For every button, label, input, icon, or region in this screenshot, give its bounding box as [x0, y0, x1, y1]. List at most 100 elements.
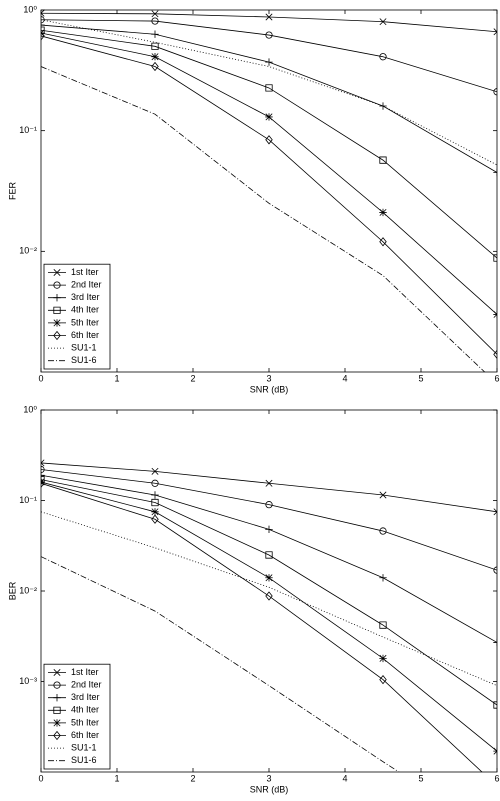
point-marker [265, 31, 273, 39]
point-marker [41, 465, 45, 474]
point-marker [493, 638, 497, 647]
point-marker [151, 514, 159, 524]
point-marker [379, 491, 387, 499]
series-line [41, 29, 497, 259]
legend-label: 4th Iter [71, 305, 99, 315]
legend-label: 6th Iter [71, 330, 99, 340]
point-marker [151, 61, 159, 72]
legend-marker [53, 669, 61, 676]
point-marker [41, 459, 45, 467]
plot-area [41, 459, 497, 772]
series-line [41, 482, 483, 772]
point-marker [493, 508, 497, 516]
legend-marker [53, 281, 61, 289]
x-tick-label: 0 [38, 773, 43, 783]
legend-label: 5th Iter [71, 317, 99, 327]
series-line [41, 12, 497, 33]
series-line [41, 479, 497, 706]
point-marker [265, 574, 273, 582]
point-marker [41, 10, 45, 17]
point-marker [41, 21, 45, 29]
series-line [41, 19, 497, 166]
legend-label: 4th Iter [71, 705, 99, 715]
y-tick-label: 10⁻¹ [19, 125, 37, 135]
point-marker [265, 479, 273, 487]
legend-label: 1st Iter [71, 667, 99, 677]
y-tick-label: 10⁻² [19, 585, 37, 595]
y-tick-label: 10⁰ [23, 404, 37, 414]
point-marker [379, 18, 387, 26]
point-marker [379, 237, 387, 247]
point-marker [265, 501, 273, 509]
series-line [41, 19, 497, 93]
series-line [41, 35, 497, 355]
point-marker [379, 156, 387, 164]
x-axis-label: SNR (dB) [250, 784, 289, 794]
point-marker [151, 53, 159, 61]
point-marker [493, 701, 497, 709]
point-marker [379, 208, 387, 217]
point-marker [493, 254, 497, 262]
legend-marker [53, 330, 61, 341]
point-marker [151, 498, 159, 507]
point-marker [379, 621, 387, 629]
y-tick-label: 10⁰ [23, 4, 37, 14]
point-marker [151, 42, 159, 50]
point-marker [151, 17, 159, 25]
point-marker [151, 467, 159, 475]
legend-marker [53, 681, 61, 689]
point-marker [151, 30, 159, 38]
legend-label: 3rd Iter [71, 692, 100, 702]
point-marker [265, 113, 273, 121]
point-marker [379, 674, 387, 685]
plot-area [41, 10, 497, 372]
point-marker [151, 508, 159, 516]
x-tick-label: 4 [342, 773, 347, 783]
point-marker [265, 525, 273, 534]
point-marker [493, 566, 497, 574]
y-axis-label: BER [7, 581, 17, 600]
point-marker [379, 102, 387, 110]
legend-label: 1st Iter [71, 267, 99, 277]
point-marker [379, 574, 387, 582]
point-marker [41, 478, 45, 488]
series-line [41, 66, 486, 372]
legend-label: SU1-1 [71, 742, 97, 752]
point-marker [379, 527, 387, 535]
point-marker [493, 28, 497, 36]
y-axis-label: FER [7, 181, 17, 200]
point-marker [41, 16, 45, 24]
legend-box [43, 263, 111, 370]
point-marker [41, 471, 45, 479]
point-marker [379, 654, 387, 663]
x-tick-label: 4 [342, 373, 347, 383]
legend-label: 5th Iter [71, 717, 99, 727]
point-marker [151, 479, 159, 487]
point-marker [493, 310, 497, 319]
legend-marker [53, 706, 61, 714]
x-tick-label: 2 [190, 773, 195, 783]
y-tick-label: 10⁻² [19, 246, 37, 256]
point-marker [265, 58, 273, 66]
point-marker [493, 349, 497, 360]
legend-label: 2nd Iter [71, 279, 102, 289]
x-tick-label: 0 [38, 373, 43, 383]
legend-marker [53, 306, 61, 314]
point-marker [265, 591, 273, 601]
series-line [41, 474, 497, 643]
point-marker [493, 88, 497, 96]
series-line [41, 511, 497, 687]
x-tick-label: 5 [418, 373, 423, 383]
legend-label: SU1-6 [71, 355, 97, 365]
x-tick-label: 6 [494, 373, 499, 383]
point-marker [151, 491, 159, 499]
legend-marker [53, 730, 61, 741]
series-line [41, 469, 497, 571]
point-marker [493, 747, 497, 755]
point-marker [265, 84, 273, 92]
point-marker [379, 53, 387, 61]
x-axis-label: SNR (dB) [250, 384, 289, 394]
point-marker [41, 31, 45, 41]
x-tick-label: 2 [190, 373, 195, 383]
